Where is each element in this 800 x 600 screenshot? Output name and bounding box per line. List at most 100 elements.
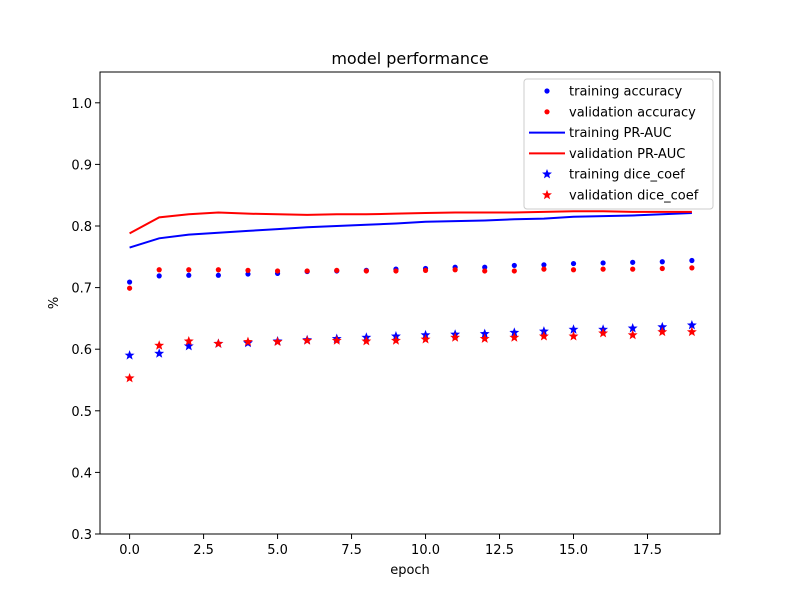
- data-point-training-accuracy: [511, 262, 517, 269]
- data-point-validation-accuracy: [482, 268, 488, 274]
- data-point-validation-accuracy: [215, 267, 221, 273]
- data-point-training-accuracy: [630, 259, 636, 265]
- data-point-training-dice-coef: [479, 328, 490, 339]
- y-axis-label: %: [47, 297, 62, 309]
- x-tick-label: 12.5: [485, 543, 514, 558]
- legend-label-training-accuracy: training accuracy: [569, 85, 682, 100]
- data-point-validation-dice-coef: [479, 333, 490, 343]
- data-point-validation-accuracy: [452, 267, 458, 273]
- x-tick-label: 17.5: [633, 543, 662, 558]
- x-tick-label: 15.0: [559, 543, 588, 558]
- legend-label-training-pr-auc: training PR-AUC: [569, 126, 672, 141]
- data-point-training-dice-coef: [657, 321, 668, 332]
- x-tick-label: 0.0: [119, 543, 140, 558]
- data-point-training-accuracy: [659, 259, 665, 265]
- data-point-validation-dice-coef: [154, 340, 165, 350]
- data-point-validation-accuracy: [334, 267, 340, 273]
- plot-area: [124, 210, 697, 383]
- y-tick-label: 0.8: [71, 220, 92, 235]
- x-tick-label: 2.5: [193, 543, 214, 558]
- legend-marker-training-accuracy: [544, 88, 550, 94]
- data-point-validation-dice-coef: [598, 327, 609, 338]
- data-point-validation-accuracy: [600, 266, 606, 272]
- y-tick-label: 0.3: [71, 528, 92, 543]
- data-point-validation-accuracy: [659, 265, 665, 272]
- x-tick-label: 10.0: [411, 543, 440, 558]
- legend-marker-training-dice-coef: [542, 169, 552, 179]
- data-point-validation-dice-coef: [509, 332, 520, 342]
- data-point-validation-accuracy: [156, 267, 162, 273]
- data-point-validation-dice-coef: [450, 332, 461, 342]
- data-point-validation-dice-coef: [657, 326, 668, 337]
- data-point-validation-accuracy: [245, 267, 251, 273]
- data-point-validation-accuracy: [541, 266, 547, 272]
- data-point-validation-dice-coef: [361, 335, 372, 346]
- data-point-training-accuracy: [245, 271, 251, 277]
- x-tick-label: 5.0: [267, 543, 288, 558]
- y-tick-label: 1.0: [71, 97, 92, 112]
- data-point-training-accuracy: [689, 257, 695, 264]
- data-point-validation-dice-coef: [686, 326, 697, 337]
- data-point-validation-accuracy: [422, 267, 429, 273]
- data-point-training-accuracy: [215, 272, 221, 278]
- data-point-validation-accuracy: [511, 268, 517, 274]
- data-point-training-accuracy: [600, 260, 606, 266]
- chart-title: model performance: [331, 49, 488, 68]
- data-point-training-dice-coef: [627, 323, 638, 333]
- data-point-validation-accuracy: [363, 268, 369, 274]
- series-line-training-pr-auc: [129, 212, 692, 249]
- data-point-validation-dice-coef: [568, 331, 579, 341]
- series-line-validation-pr-auc: [129, 210, 692, 235]
- legend-marker-validation-accuracy: [544, 109, 550, 115]
- legend-marker-validation-dice-coef: [542, 189, 552, 200]
- data-point-validation-dice-coef: [124, 372, 135, 383]
- data-point-validation-dice-coef: [213, 338, 224, 348]
- data-point-training-accuracy: [186, 272, 192, 278]
- x-tick-label: 7.5: [341, 543, 362, 558]
- data-point-training-dice-coef: [183, 340, 194, 351]
- data-point-validation-accuracy: [274, 268, 281, 274]
- data-point-validation-accuracy: [186, 267, 192, 273]
- data-point-training-accuracy: [570, 260, 577, 267]
- legend-label-training-dice-coef: training dice_coef: [569, 168, 685, 183]
- data-point-validation-accuracy: [126, 285, 133, 291]
- legend-label-validation-accuracy: validation accuracy: [569, 105, 696, 120]
- data-point-validation-accuracy: [304, 268, 310, 274]
- data-point-validation-dice-coef: [538, 331, 549, 341]
- data-point-training-dice-coef: [124, 350, 135, 360]
- data-point-training-accuracy: [126, 279, 133, 285]
- data-point-training-accuracy: [156, 273, 162, 279]
- x-axis-label: epoch: [390, 563, 430, 578]
- legend: training accuracy validation accuracy trai…: [523, 78, 714, 210]
- data-point-training-dice-coef: [538, 326, 549, 336]
- y-tick-label: 0.6: [71, 343, 92, 358]
- y-tick-label: 0.7: [71, 282, 92, 297]
- data-point-validation-dice-coef: [302, 335, 313, 345]
- data-point-validation-accuracy: [393, 268, 399, 274]
- data-point-training-accuracy: [482, 264, 488, 270]
- legend-label-validation-dice-coef: validation dice_coef: [569, 189, 699, 204]
- y-tick-label: 0.5: [71, 405, 92, 420]
- axes: 0.0 2.5 5.0 7.5 10.0 12.5 15.0 17.5 0.3 0.4 0.5 0.6…: [71, 71, 721, 558]
- data-point-training-dice-coef: [568, 324, 579, 334]
- legend-label-validation-pr-auc: validation PR-AUC: [569, 147, 685, 162]
- axes-frame: [99, 71, 721, 535]
- data-point-validation-dice-coef: [391, 335, 401, 345]
- data-point-training-dice-coef: [686, 319, 697, 330]
- data-point-validation-accuracy: [630, 266, 636, 272]
- data-point-training-accuracy: [541, 262, 547, 268]
- data-point-validation-dice-coef: [272, 336, 283, 347]
- data-point-training-dice-coef: [154, 348, 165, 358]
- data-point-validation-accuracy: [689, 265, 695, 271]
- data-point-training-dice-coef: [509, 327, 520, 337]
- data-point-validation-dice-coef: [243, 336, 253, 347]
- y-tick-label: 0.4: [71, 466, 92, 481]
- data-point-validation-dice-coef: [331, 335, 342, 345]
- data-point-validation-dice-coef: [183, 335, 194, 346]
- y-tick-label: 0.9: [71, 158, 92, 173]
- data-point-validation-dice-coef: [420, 334, 431, 344]
- data-point-validation-accuracy: [570, 267, 577, 273]
- legend-box: [523, 78, 714, 210]
- data-point-validation-dice-coef: [627, 329, 638, 340]
